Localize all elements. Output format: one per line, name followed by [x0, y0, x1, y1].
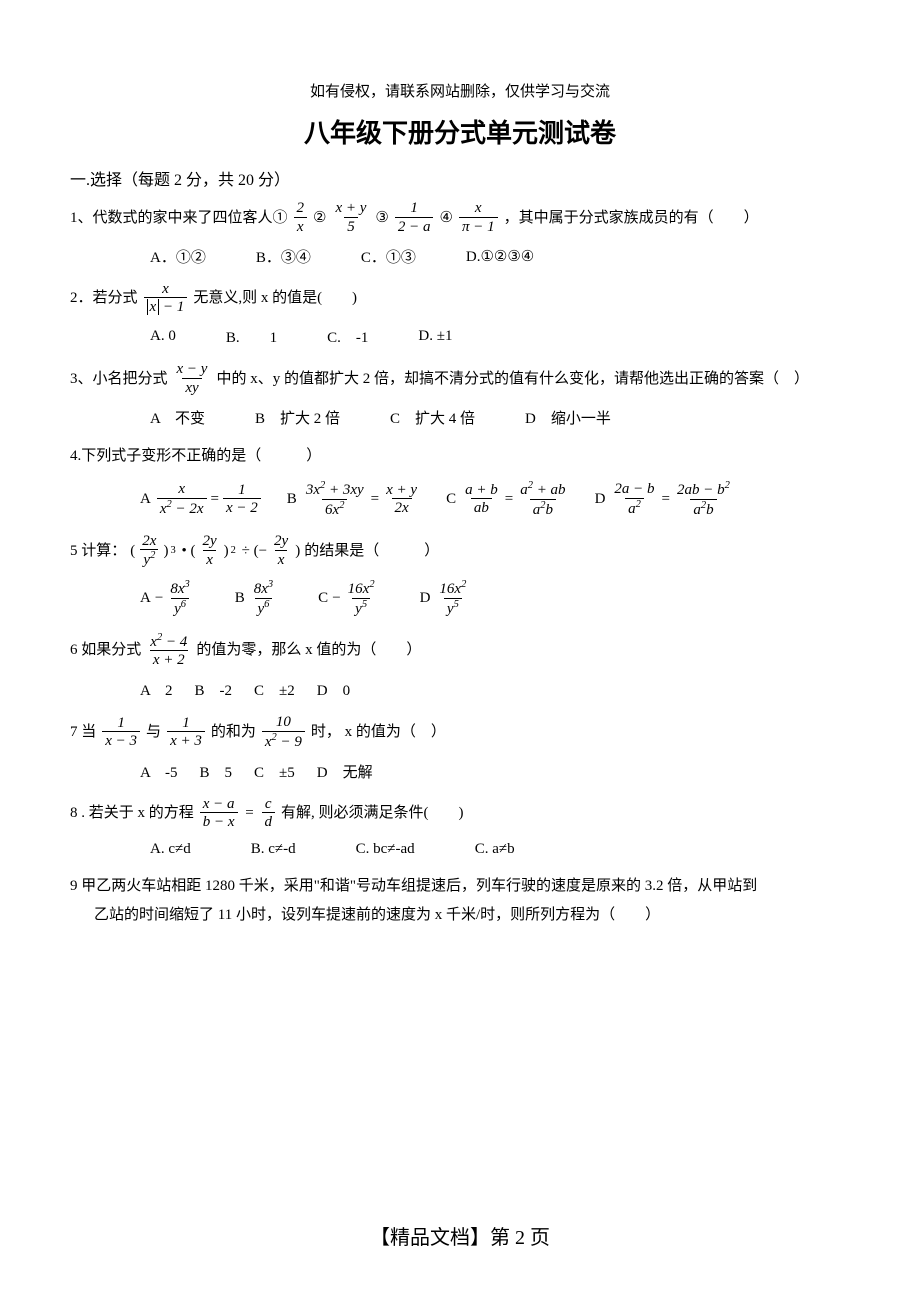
q7-opt-a: A -5	[140, 761, 178, 782]
label-c: C	[446, 491, 456, 508]
label-b: B	[287, 491, 297, 508]
frac-x2m4-over-xp2: x2 − 4x + 2	[147, 632, 190, 670]
q2-opt-b: B. 1	[226, 326, 277, 347]
q3-opt-b: B 扩大 2 倍	[255, 407, 340, 428]
q7-options: A -5 B 5 C ±5 D 无解	[70, 761, 850, 782]
q6-opt-d: D 0	[317, 679, 350, 700]
q3-opt-c: C 扩大 4 倍	[390, 407, 475, 428]
q2-options: A. 0 B. 1 C. -1 D. ±1	[70, 326, 850, 347]
frac-1-over-xm3: 1x − 3	[102, 715, 140, 751]
question-7: 7 当 1x − 3 与 1x + 3 的和为 10x2 − 9 时， x 的值…	[70, 714, 850, 751]
q3-text-a: 3、小名把分式	[70, 365, 168, 394]
q8-opt-c: C. bc≠-ad	[356, 841, 415, 858]
q7-opt-b: B 5	[200, 761, 233, 782]
q5-text-a: 5 计算：	[70, 537, 126, 566]
q1-opt-c: C．①③	[361, 246, 416, 267]
question-9: 9 甲乙两火车站相距 1280 千米，采用"和谐"号动车组提速后，列车行驶的速度…	[70, 872, 850, 929]
q5-opt-c: C −16x2y5	[318, 579, 379, 618]
q3-text-b: 中的 x、y 的值都扩大 2 倍，却搞不清分式的值有什么变化，请帮他选出正确的答…	[216, 365, 809, 394]
frac-x-over-absxm1: xx − 1	[144, 281, 188, 317]
q4-opt-a: A xx2 − 2x = 1x − 2	[140, 481, 263, 518]
q5-text-b: 的结果是（ ）	[304, 537, 439, 566]
q6-options: A 2 B -2 C ±2 D 0	[70, 679, 850, 700]
q8-options: A. c≠d B. c≠-d C. bc≠-ad C. a≠b	[70, 841, 850, 858]
question-4: 4.下列式子变形不正确的是（ ）	[70, 442, 850, 471]
q1-text-d: ④	[439, 204, 452, 233]
frac-2-over-x: 2x	[294, 200, 308, 236]
q6-text-a: 6 如果分式	[70, 636, 141, 665]
q9-line2: 乙站的时间缩短了 11 小时，设列车提速前的速度为 x 千米/时，则所列方程为（…	[70, 901, 850, 930]
label-d: D	[595, 491, 606, 508]
label-a: A	[140, 590, 151, 607]
q3-opt-d: D 缩小一半	[525, 407, 611, 428]
header-note: 如有侵权，请联系网站删除，仅供学习与交流	[70, 80, 850, 101]
section-heading: 一.选择（每题 2 分，共 20 分）	[70, 166, 850, 190]
q4-opt-d: D 2a − ba2 = 2ab − b2a2b	[595, 480, 735, 519]
q1-text-a: 1、代数式的家中来了四位客人①	[70, 204, 288, 233]
q2-text-a: 2．若分式	[70, 284, 138, 313]
label-d: D	[420, 590, 431, 607]
page-title: 八年级下册分式单元测试卷	[70, 113, 850, 150]
q4-opt-c: C a + bab = a2 + aba2b	[446, 480, 570, 519]
question-3: 3、小名把分式 x − yxy 中的 x、y 的值都扩大 2 倍，却搞不清分式的…	[70, 361, 850, 397]
frac-1-over-2ma: 12 − a	[395, 200, 434, 236]
page-footer: 【精品文档】第 2 页	[0, 1221, 920, 1250]
question-1: 1、代数式的家中来了四位客人① 2x ② x + y5 ③ 12 − a ④ x…	[70, 200, 850, 236]
q8-text-b: 有解, 则必须满足条件( )	[281, 799, 464, 828]
q2-opt-d: D. ±1	[418, 328, 452, 345]
label-a: A	[140, 491, 151, 508]
q8-text-a: 8 . 若关于 x 的方程	[70, 799, 194, 828]
q2-opt-a: A. 0	[150, 328, 176, 345]
frac-1-over-xp3: 1x + 3	[167, 715, 205, 751]
q9-line1: 9 甲乙两火车站相距 1280 千米，采用"和谐"号动车组提速后，列车行驶的速度…	[70, 872, 850, 901]
q6-opt-c: C ±2	[254, 679, 295, 700]
q2-text-b: 无意义,则 x 的值是( )	[193, 284, 357, 313]
q3-options: A 不变 B 扩大 2 倍 C 扩大 4 倍 D 缩小一半	[70, 407, 850, 428]
q1-opt-a: A．①②	[150, 246, 206, 267]
question-6: 6 如果分式 x2 − 4x + 2 的值为零，那么 x 值的为（ ）	[70, 632, 850, 670]
q8-opt-d: C. a≠b	[475, 841, 515, 858]
q6-opt-b: B -2	[195, 679, 233, 700]
q6-opt-a: A 2	[140, 679, 173, 700]
q4-opt-b: B 3x2 + 3xy6x2 = x + y2x	[287, 480, 422, 519]
q3-opt-a: A 不变	[150, 407, 205, 428]
q7-text-c: 的和为	[211, 718, 256, 747]
q5-opt-a: A −8x3y6	[140, 579, 195, 618]
frac-10-over-x2m9: 10x2 − 9	[262, 714, 305, 751]
q7-text-b: 与	[146, 718, 161, 747]
question-5: 5 计算： (2xy2)3 • (2yx)2 ÷ (−2yx) 的结果是（ ）	[70, 533, 850, 570]
frac-x-over-pim1: xπ − 1	[459, 200, 498, 236]
q1-options: A．①② B．③④ C．①③ D.①②③④	[70, 246, 850, 267]
q7-opt-c: C ±5	[254, 761, 295, 782]
q8-opt-a: A. c≠d	[150, 841, 191, 858]
q1-text-c: ③	[375, 204, 388, 233]
q8-opt-b: B. c≠-d	[251, 841, 296, 858]
q2-opt-c: C. -1	[327, 326, 368, 347]
question-2: 2．若分式 xx − 1 无意义,则 x 的值是( )	[70, 281, 850, 317]
question-8: 8 . 若关于 x 的方程 x − ab − x = cd 有解, 则必须满足条…	[70, 796, 850, 832]
q5-opt-b: B 8x3y6	[235, 579, 278, 618]
q6-text-b: 的值为零，那么 x 值的为（ ）	[196, 636, 421, 665]
q5-options: A −8x3y6 B 8x3y6 C −16x2y5 D 16x2y5	[70, 579, 850, 618]
q1-opt-d: D.①②③④	[466, 247, 534, 266]
q4-options: A xx2 − 2x = 1x − 2 B 3x2 + 3xy6x2 = x +…	[70, 480, 850, 519]
frac-xy-over-5: x + y5	[332, 200, 369, 236]
q5-opt-d: D 16x2y5	[420, 579, 472, 618]
label-c: C	[318, 590, 328, 607]
label-b: B	[235, 590, 245, 607]
q1-text-b: ②	[313, 204, 326, 233]
q7-opt-d: D 无解	[317, 761, 373, 782]
q7-text-a: 7 当	[70, 718, 96, 747]
q1-text-e: ，其中属于分式家族成员的有（ ）	[504, 204, 759, 233]
q1-opt-b: B．③④	[256, 246, 311, 267]
q7-text-d: 时， x 的值为（ ）	[311, 718, 446, 747]
frac-xmy-over-xy: x − yxy	[174, 361, 211, 397]
